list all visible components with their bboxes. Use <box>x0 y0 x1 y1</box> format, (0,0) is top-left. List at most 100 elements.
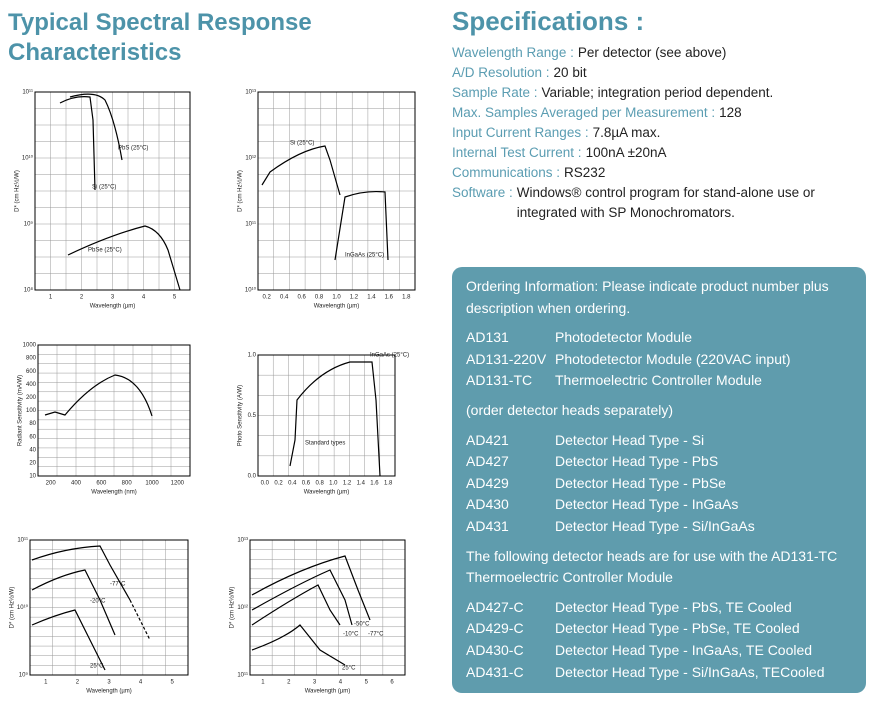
x-tick-label: 1.6 <box>385 295 394 301</box>
spec-item: Wavelength Range : Per detector (see abov… <box>452 43 872 63</box>
spec-item: Internal Test Current :100nA ±20nA <box>452 143 872 163</box>
x-tick-label: 6 <box>390 680 394 686</box>
spec-item: Software : Windows® control program for s… <box>452 183 872 223</box>
product-code: AD131-TC <box>466 372 533 389</box>
x-tick-label: 3 <box>111 295 115 301</box>
ordering-box: Ordering Information: Please indicate pr… <box>452 267 866 693</box>
x-tick-label: 1200 <box>171 481 185 487</box>
product-code: AD421 <box>466 431 509 448</box>
x-tick-label: 200 <box>46 481 57 487</box>
product-desc: Detector Head Type - PbSe, TE Cooled <box>555 620 800 637</box>
x-tick-label: 800 <box>122 481 133 487</box>
y-tick-label: 0.0 <box>248 474 257 480</box>
x-tick-label: 3 <box>107 680 111 686</box>
chart-frame <box>34 91 191 291</box>
y-tick-label: 10¹⁰ <box>17 604 29 611</box>
spec-value: Per detector (see above) <box>577 45 727 60</box>
product-row: AD131-TC Thermoelectric Controller Module <box>466 370 852 392</box>
chart-frame <box>249 539 406 676</box>
curve-label: Standard types <box>305 441 345 447</box>
x-tick-label: 5 <box>171 680 175 686</box>
x-tick-label: 1.8 <box>402 295 411 301</box>
y-tick-label: 1.0 <box>248 353 257 359</box>
y-tick-label: 600 <box>26 369 37 375</box>
x-tick-label: 1000 <box>145 481 159 487</box>
charts: 1 2 3 4 5 10¹¹ 10¹⁰ 10⁹ 10⁸ Wavelength (µm) D* (cm… <box>9 90 416 695</box>
x-tick-label: 1 <box>261 680 265 686</box>
spec-label: Input Current Ranges : <box>452 125 589 140</box>
x-axis-label: Wavelength (µm) <box>314 304 360 310</box>
x-tick-label: 4 <box>139 680 143 686</box>
y-tick-label: 10¹³ <box>237 538 248 544</box>
curve-label: -50°C <box>354 622 370 628</box>
y-tick-label: 0.5 <box>248 413 257 419</box>
product-code: AD431 <box>466 517 509 534</box>
curve-label: Si (25°C) <box>290 141 314 147</box>
x-axis-label: Wavelength (µm) <box>86 689 132 695</box>
x-tick-label: 1.6 <box>370 481 379 487</box>
spec-value: Variable; integration period dependent. <box>541 85 774 100</box>
product-row: AD431 Detector Head Type - Si/InGaAs <box>466 516 852 538</box>
x-tick-label: 1.4 <box>367 295 376 301</box>
x-tick-label: 1 <box>49 295 53 301</box>
product-code: AD430-C <box>466 641 524 658</box>
x-tick-label: 2 <box>76 680 80 686</box>
product-desc: Photodetector Module <box>555 329 692 346</box>
y-axis-label: D* (cm Hz½/W) <box>14 170 21 212</box>
product-code: AD430 <box>466 496 509 513</box>
chart-frame <box>29 539 189 676</box>
spec-item: A/D Resolution :20 bit <box>452 63 872 83</box>
y-tick-label: 10 <box>29 474 36 480</box>
x-tick-label: 1.4 <box>357 481 366 487</box>
y-tick-label: 800 <box>26 356 37 362</box>
spec-value: RS232 <box>564 165 606 180</box>
product-group: AD421 Detector Head Type - Si AD427 Detecto… <box>466 430 852 538</box>
spec-item: Sample Rate : Variable; integration perio… <box>452 83 872 103</box>
x-tick-label: 0.0 <box>261 481 270 487</box>
spec-value: 128 <box>719 105 742 120</box>
x-tick-label: 0.2 <box>263 295 272 301</box>
specifications: Specifications : Wavelength Range : Per d… <box>452 6 872 223</box>
x-tick-label: 1 <box>44 680 48 686</box>
x-tick-label: 0.6 <box>297 295 306 301</box>
ordering-intro: Ordering Information: Please indicate pr… <box>466 278 829 316</box>
product-desc: Photodetector Module (220VAC input) <box>555 350 791 367</box>
product-code: AD427-C <box>466 598 524 615</box>
chart-frame <box>257 91 416 291</box>
x-axis-label: Wavelength (µm) <box>304 490 350 496</box>
y-tick-label: 10¹⁰ <box>22 155 34 162</box>
ordering-note: The following detector heads are for use… <box>466 547 838 586</box>
product-row: AD430 Detector Head Type - InGaAs <box>466 494 852 516</box>
product-code: AD429-C <box>466 620 524 637</box>
curve-label: Si (25°C) <box>92 185 116 191</box>
x-tick-label: 0.8 <box>315 481 324 487</box>
x-tick-label: 1.8 <box>384 481 393 487</box>
product-desc: Detector Head Type - Si/InGaAs <box>555 517 755 534</box>
spec-label: Max. Samples Averaged per Measurement : <box>452 105 716 120</box>
spec-value: 20 bit <box>553 65 587 80</box>
x-tick-label: 0.2 <box>274 481 283 487</box>
curve-label: PbS (25°C) <box>118 146 148 152</box>
spec-item: Max. Samples Averaged per Measurement :1… <box>452 103 872 123</box>
y-tick-label: 10¹² <box>237 605 248 611</box>
product-desc: Thermoelectric Controller Module <box>555 372 762 389</box>
x-tick-label: 400 <box>71 481 82 487</box>
curve-label: InGaAs (25°C) <box>370 353 409 359</box>
x-tick-label: 3 <box>313 680 317 686</box>
curve-label: PbSe (25°C) <box>88 248 122 254</box>
y-tick-label: 10¹¹ <box>245 222 256 228</box>
x-tick-label: 1.0 <box>332 295 341 301</box>
y-axis-label: Radiant Sensitivity (mA/W) <box>18 375 24 446</box>
x-tick-label: 2 <box>80 295 84 301</box>
y-tick-label: 10¹¹ <box>22 90 33 96</box>
x-tick-label: 0.8 <box>315 295 324 301</box>
product-desc: Detector Head Type - PbS, TE Cooled <box>555 598 792 615</box>
curve-label: -77°C <box>368 632 384 638</box>
spec-label: A/D Resolution : <box>452 65 550 80</box>
y-tick-label: 400 <box>26 382 37 388</box>
y-tick-label: 10¹² <box>245 156 256 162</box>
ordering-note: (order detector heads separately) <box>466 401 673 418</box>
x-tick-label: 4 <box>142 295 146 301</box>
x-axis-label: Wavelength (nm) <box>91 490 136 496</box>
y-tick-label: 10¹³ <box>245 90 256 96</box>
